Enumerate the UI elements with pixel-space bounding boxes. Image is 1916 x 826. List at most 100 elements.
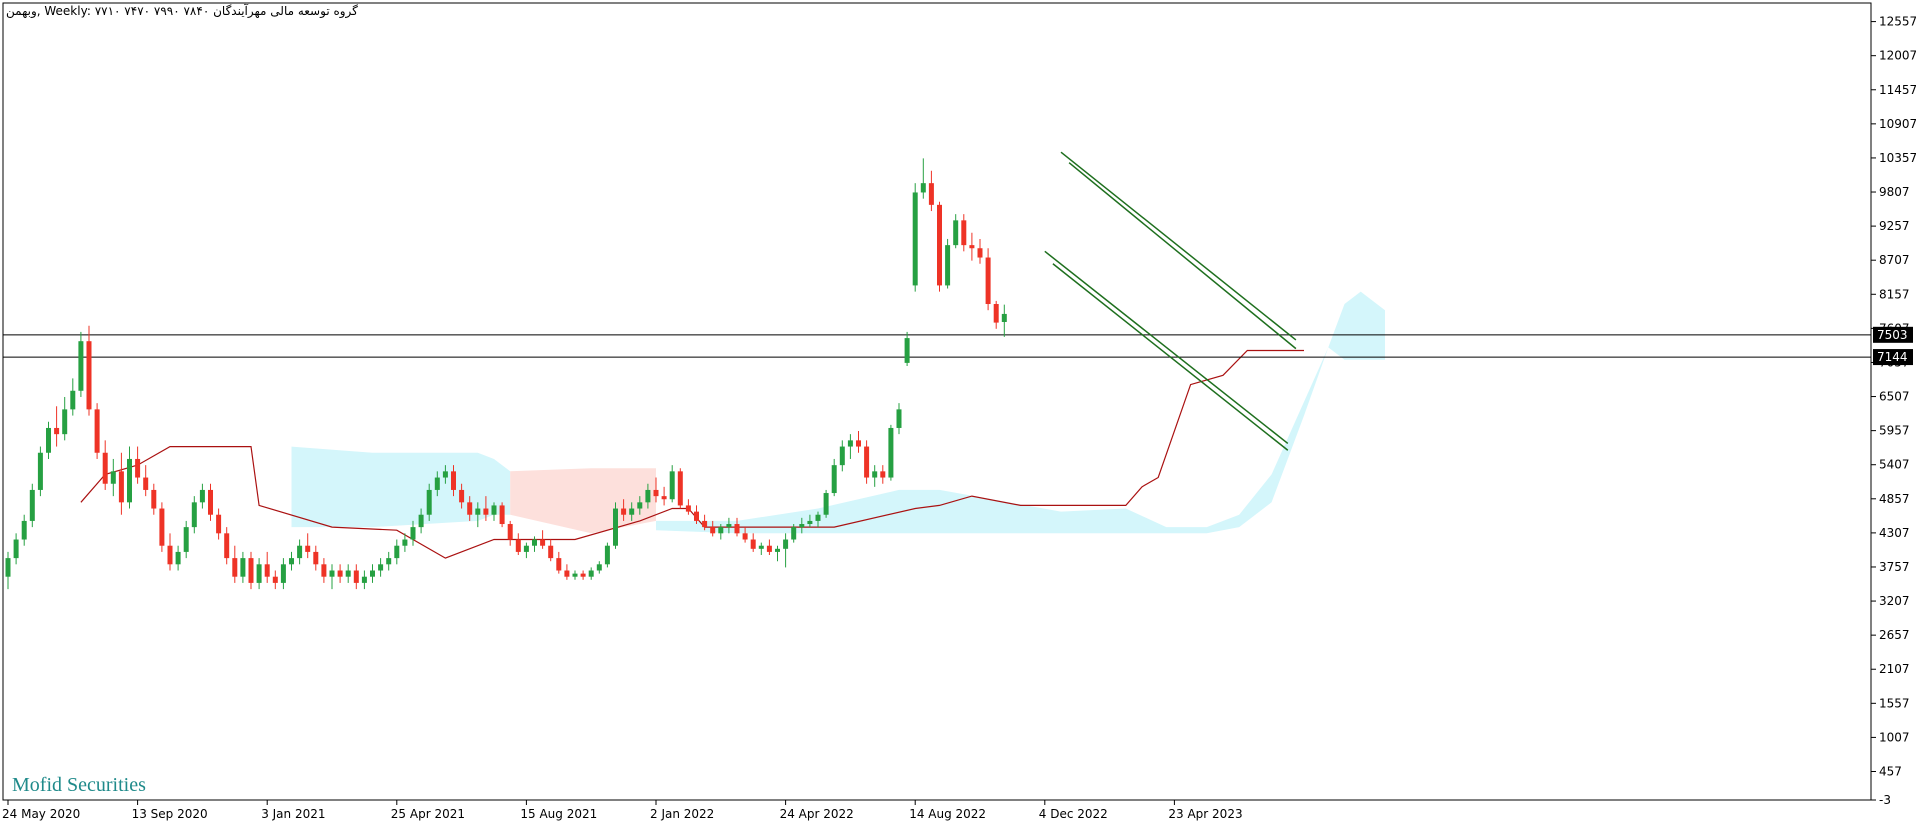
candle[interactable]: [783, 533, 789, 568]
candle[interactable]: [912, 183, 918, 292]
candle[interactable]: [629, 502, 635, 521]
candle[interactable]: [880, 465, 886, 484]
candle[interactable]: [353, 564, 359, 590]
candle[interactable]: [361, 570, 367, 590]
candle[interactable]: [807, 514, 813, 528]
candle[interactable]: [677, 468, 683, 509]
candle[interactable]: [410, 520, 416, 546]
candle[interactable]: [710, 520, 716, 537]
horizontal-levels[interactable]: [3, 334, 1871, 358]
candle[interactable]: [272, 570, 278, 590]
channel-line[interactable]: [1068, 162, 1297, 350]
candle[interactable]: [394, 539, 400, 565]
candle[interactable]: [434, 471, 440, 497]
candle[interactable]: [240, 551, 246, 583]
candle[interactable]: [183, 520, 189, 559]
candle[interactable]: [297, 539, 303, 565]
candle[interactable]: [313, 545, 319, 571]
candle[interactable]: [256, 558, 262, 590]
candle[interactable]: [216, 508, 222, 540]
candle[interactable]: [864, 440, 870, 484]
candle[interactable]: [483, 496, 489, 521]
candle[interactable]: [175, 545, 181, 571]
candle[interactable]: [507, 520, 513, 546]
candle[interactable]: [928, 170, 934, 212]
candle[interactable]: [775, 545, 780, 562]
candle[interactable]: [523, 542, 529, 559]
candle[interactable]: [856, 431, 861, 453]
candle[interactable]: [702, 514, 708, 531]
candle[interactable]: [345, 564, 351, 583]
candle[interactable]: [556, 551, 562, 574]
candle[interactable]: [370, 564, 375, 583]
candle[interactable]: [232, 545, 238, 583]
candle[interactable]: [37, 446, 43, 497]
candle[interactable]: [1001, 304, 1007, 337]
candle[interactable]: [799, 517, 805, 534]
candle[interactable]: [248, 551, 254, 590]
candle[interactable]: [661, 486, 667, 506]
candle[interactable]: [321, 558, 327, 583]
candle[interactable]: [653, 477, 659, 503]
candle[interactable]: [613, 502, 618, 549]
candle[interactable]: [742, 527, 748, 543]
candle[interactable]: [442, 465, 448, 484]
candle[interactable]: [572, 570, 578, 580]
candle[interactable]: [669, 465, 675, 503]
candle[interactable]: [86, 325, 92, 416]
candle[interactable]: [280, 558, 286, 590]
candle[interactable]: [904, 331, 910, 366]
candle[interactable]: [580, 570, 586, 580]
candle[interactable]: [208, 483, 213, 521]
candle[interactable]: [143, 465, 149, 497]
candle[interactable]: [823, 489, 829, 518]
candle[interactable]: [985, 248, 991, 311]
candle[interactable]: [888, 424, 894, 481]
candle[interactable]: [378, 558, 384, 577]
candle[interactable]: [872, 465, 878, 487]
candle[interactable]: [937, 201, 942, 292]
candle[interactable]: [758, 542, 764, 556]
candle[interactable]: [847, 434, 853, 459]
candle[interactable]: [515, 533, 521, 556]
candle[interactable]: [402, 533, 408, 552]
candle[interactable]: [29, 483, 35, 528]
candle[interactable]: [831, 458, 837, 497]
candle[interactable]: [46, 421, 51, 459]
candle[interactable]: [766, 539, 772, 556]
candle[interactable]: [977, 238, 983, 264]
price-axis[interactable]: 12557 12007 11457 10907 10357 9807 9257 8707 815…: [1871, 15, 1916, 807]
candle[interactable]: [94, 403, 100, 459]
candle[interactable]: [337, 564, 343, 583]
candle[interactable]: [329, 564, 335, 590]
candle[interactable]: [718, 524, 724, 540]
channel-line[interactable]: [1052, 263, 1289, 451]
candle[interactable]: [151, 483, 157, 515]
candle[interactable]: [167, 533, 173, 571]
candle[interactable]: [961, 214, 967, 252]
candle[interactable]: [110, 458, 116, 497]
time-axis[interactable]: 24 May 2020 13 Sep 2020 3 Jan 2021 25 Apr 2…: [2, 800, 1243, 821]
channel-line[interactable]: [1060, 151, 1297, 341]
candle[interactable]: [224, 527, 230, 565]
candle[interactable]: [694, 505, 699, 525]
candle[interactable]: [645, 483, 651, 509]
candle[interactable]: [945, 238, 951, 289]
candle[interactable]: [21, 514, 27, 546]
candle[interactable]: [969, 232, 975, 261]
candle[interactable]: [685, 499, 691, 515]
candle[interactable]: [475, 502, 481, 528]
candle[interactable]: [548, 539, 554, 562]
candle[interactable]: [637, 496, 643, 515]
candle[interactable]: [839, 440, 845, 472]
candle[interactable]: [426, 483, 432, 521]
candle[interactable]: [604, 542, 610, 568]
candle[interactable]: [459, 483, 465, 509]
candle[interactable]: [54, 406, 60, 447]
candle[interactable]: [13, 533, 19, 565]
candle[interactable]: [199, 483, 205, 509]
candle[interactable]: [564, 564, 570, 580]
candle[interactable]: [499, 502, 505, 528]
candle[interactable]: [815, 511, 821, 528]
